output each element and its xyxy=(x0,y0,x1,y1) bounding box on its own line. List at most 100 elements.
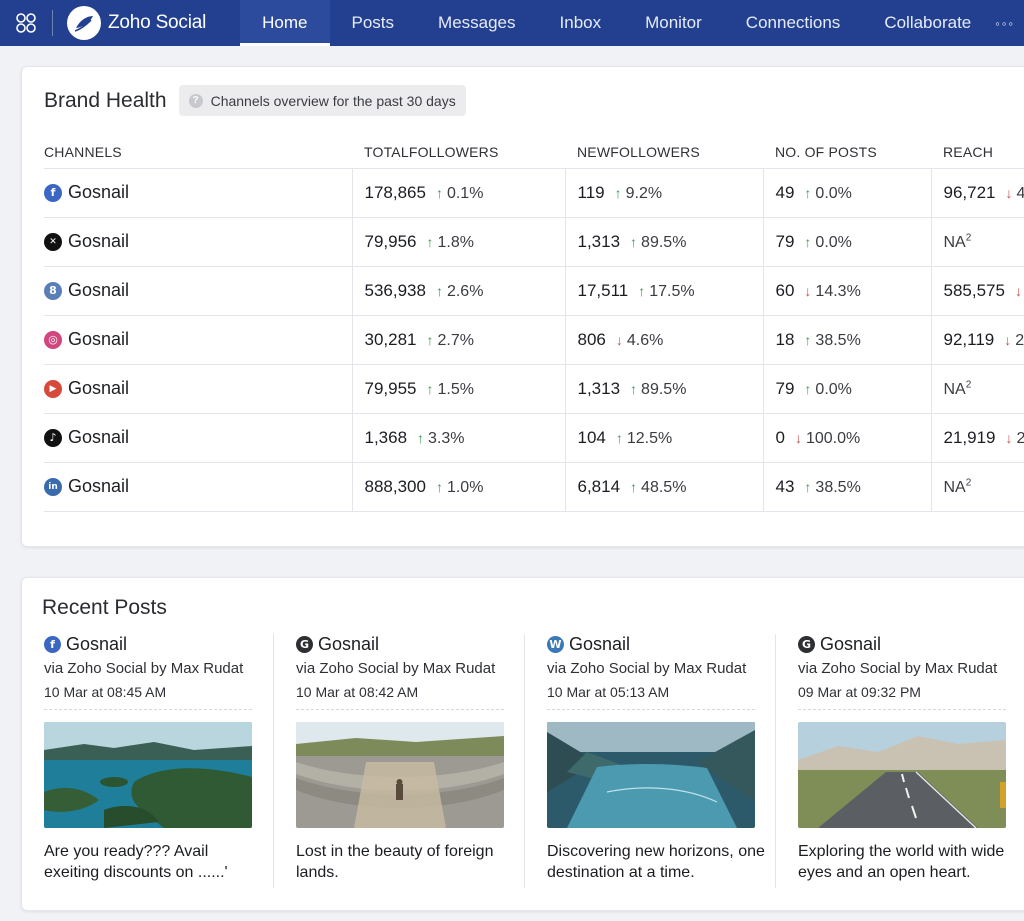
num-posts-change: ↓ 100.0% xyxy=(795,430,860,447)
num-posts-value: 49 xyxy=(775,182,795,202)
channel-name[interactable]: Gosnail xyxy=(68,182,130,202)
post-via: via Zoho Social by Max Rudat xyxy=(296,660,496,677)
nav-messages[interactable]: Messages xyxy=(438,13,516,32)
post-text: Exploring the world with wide eyes and a… xyxy=(798,843,1005,881)
num-posts-change-value: 38.5% xyxy=(815,478,861,496)
post-item[interactable]: f Gosnail via Zoho Social by Max Rudat 10 M… xyxy=(22,634,273,888)
reach-change-value: 2 xyxy=(1015,331,1024,349)
num-posts-value: 0 xyxy=(775,427,785,447)
new-followers-cell: 1,313 ↑ 89.5% xyxy=(564,363,763,413)
total-followers-change-value: 1.5% xyxy=(437,380,474,398)
post-channel[interactable]: Gosnail xyxy=(318,634,380,654)
col-total-followers: TOTALFOLLOWERS xyxy=(364,144,499,161)
new-followers-value: 17,511 xyxy=(577,280,629,300)
post-text: Lost in the beauty of foreign lands. xyxy=(296,843,494,881)
post-via: via Zoho Social by Max Rudat xyxy=(798,660,998,677)
post-header: W Gosnail xyxy=(547,634,775,655)
num-posts-change: ↑ 0.0% xyxy=(804,185,851,202)
zoho-social-logo-icon xyxy=(67,6,101,40)
post-channel[interactable]: Gosnail xyxy=(820,634,882,654)
new-followers-change-value: 48.5% xyxy=(641,478,687,496)
period-chip[interactable]: ? Channels overview for the past 30 days xyxy=(178,85,466,116)
post-header: G Gosnail xyxy=(296,634,524,655)
reach-footnote: 2 xyxy=(965,378,972,390)
table-row[interactable]: f Gosnail 178,865 ↑ 0.1% 119 ↑ 9.2% 49 ↑ 0.0% 96,72… xyxy=(44,167,1024,217)
channel-cell: ▶ Gosnail xyxy=(44,363,352,413)
arrow-up-icon: ↑ xyxy=(630,233,638,250)
table-row[interactable]: 8 Gosnail 536,938 ↑ 2.6% 17,511 ↑ 17.5% 60 ↓ 14.3%… xyxy=(44,265,1024,315)
nav-home[interactable]: Home xyxy=(240,0,330,46)
reach-change-value: 2 xyxy=(1016,429,1024,447)
table-row[interactable]: ▶ Gosnail 79,955 ↑ 1.5% 1,313 ↑ 89.5% 79 ↑ 0.0% NA2 xyxy=(44,363,1024,413)
nav-posts[interactable]: Posts xyxy=(351,13,395,32)
post-item[interactable]: G Gosnail via Zoho Social by Max Rudat 09 M… xyxy=(775,634,1024,888)
new-followers-change: ↑ 17.5% xyxy=(638,283,694,300)
new-followers-change: ↑ 9.2% xyxy=(615,185,662,202)
new-followers-cell: 104 ↑ 12.5% xyxy=(564,412,763,462)
arrow-up-icon: ↑ xyxy=(615,429,623,446)
total-followers-value: 536,938 xyxy=(364,280,426,300)
total-followers-value: 30,281 xyxy=(364,329,417,349)
total-followers-change: ↑ 2.7% xyxy=(427,332,474,349)
post-image[interactable] xyxy=(44,722,252,828)
channel-name[interactable]: Gosnail xyxy=(68,329,130,349)
reach-cell: NA2 xyxy=(930,216,1024,266)
channel-name[interactable]: Gosnail xyxy=(68,476,130,496)
post-channel[interactable]: Gosnail xyxy=(569,634,631,654)
brand-health-card: Brand Health ? Channels overview for the… xyxy=(21,66,1024,547)
table-row[interactable]: ♪ Gosnail 1,368 ↑ 3.3% 104 ↑ 12.5% 0 ↓ 100.0% 21,91… xyxy=(44,412,1024,462)
more-options-icon[interactable]: ◦◦◦ xyxy=(995,15,1016,31)
post-time: 10 Mar at 05:13 AM xyxy=(547,684,755,710)
reach-cell: 96,721 ↓ 4 xyxy=(930,167,1024,217)
arrow-up-icon: ↑ xyxy=(804,478,812,495)
reach-change: ↓ 2 xyxy=(1004,332,1024,349)
num-posts-change: ↑ 0.0% xyxy=(804,381,851,398)
table-row[interactable]: ✕ Gosnail 79,956 ↑ 1.8% 1,313 ↑ 89.5% 79 ↑ 0.0% NA2 xyxy=(44,216,1024,266)
table-row[interactable]: ◎ Gosnail 30,281 ↑ 2.7% 806 ↓ 4.6% 18 ↑ 38.5% 92,11… xyxy=(44,314,1024,364)
brand-health-title: Brand Health xyxy=(44,88,167,112)
post-via: via Zoho Social by Max Rudat xyxy=(44,660,244,677)
total-followers-cell: 536,938 ↑ 2.6% xyxy=(351,265,565,315)
new-followers-value: 806 xyxy=(577,329,606,349)
reach-value: NA xyxy=(943,478,966,496)
post-image[interactable] xyxy=(296,722,504,828)
total-followers-value: 1,368 xyxy=(364,427,408,447)
post-time: 10 Mar at 08:42 AM xyxy=(296,684,504,710)
post-text: Discovering new horizons, one destinatio… xyxy=(547,843,765,881)
brand[interactable]: Zoho Social xyxy=(67,6,206,40)
num-posts-change-value: 0.0% xyxy=(815,233,852,251)
channel-name[interactable]: Gosnail xyxy=(68,427,130,447)
table-row[interactable]: in Gosnail 888,300 ↑ 1.0% 6,814 ↑ 48.5% 43 ↑ 38.5%… xyxy=(44,461,1024,512)
channel-name[interactable]: Gosnail xyxy=(68,378,130,398)
post-via: via Zoho Social by Max Rudat xyxy=(547,660,747,677)
nav-inbox[interactable]: Inbox xyxy=(559,13,602,32)
total-followers-change-value: 2.6% xyxy=(446,282,484,300)
post-image[interactable] xyxy=(798,722,1006,828)
apps-grid-icon[interactable] xyxy=(0,0,52,46)
new-followers-cell: 806 ↓ 4.6% xyxy=(564,314,763,364)
num-posts-cell: 43 ↑ 38.5% xyxy=(762,461,931,512)
total-followers-change-value: 0.1% xyxy=(446,184,484,202)
arrow-down-icon: ↓ xyxy=(1004,331,1012,348)
post-header: G Gosnail xyxy=(798,634,1024,655)
total-followers-change: ↑ 1.5% xyxy=(427,381,474,398)
google-icon: G xyxy=(296,636,313,653)
nav-monitor[interactable]: Monitor xyxy=(645,13,702,32)
post-item[interactable]: G Gosnail via Zoho Social by Max Rudat 10 M… xyxy=(273,634,524,888)
nav-connections[interactable]: Connections xyxy=(745,13,841,32)
post-image[interactable] xyxy=(547,722,755,828)
post-channel[interactable]: Gosnail xyxy=(66,634,128,654)
new-followers-cell: 6,814 ↑ 48.5% xyxy=(564,461,763,512)
new-followers-change: ↑ 48.5% xyxy=(630,479,686,496)
channel-name[interactable]: Gosnail xyxy=(68,280,130,300)
wordpress-icon: W xyxy=(547,636,564,653)
period-chip-label: Channels overview for the past 30 days xyxy=(210,92,456,109)
nav-collaborate[interactable]: Collaborate xyxy=(884,13,972,32)
help-icon: ? xyxy=(188,93,203,108)
col-channels: CHANNELS xyxy=(44,144,122,161)
post-item[interactable]: W Gosnail via Zoho Social by Max Rudat 10 M… xyxy=(524,634,775,888)
col-new-followers: NEWFOLLOWERS xyxy=(577,144,700,161)
total-followers-change-value: 1.8% xyxy=(437,233,474,251)
channel-name[interactable]: Gosnail xyxy=(68,231,130,251)
arrow-up-icon: ↑ xyxy=(417,429,425,446)
